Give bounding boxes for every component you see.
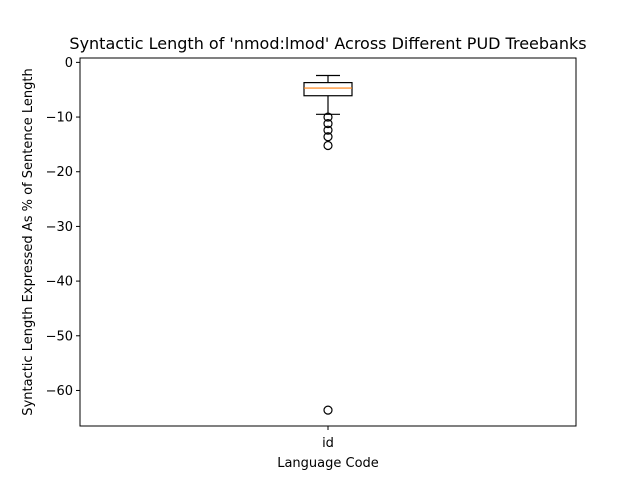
y-axis-ticks: 0 −10 −20 −30 −40 −50 −60 (46, 56, 80, 399)
chart-title: Syntactic Length of 'nmod:lmod' Across D… (69, 34, 586, 53)
outlier-point (323, 125, 333, 135)
box-group-id (303, 74, 353, 415)
plot-frame (79, 57, 577, 427)
outlier-point (323, 132, 333, 142)
outlier-point (323, 119, 333, 129)
outlier-point (323, 112, 333, 122)
y-tick-label: −60 (46, 384, 73, 399)
y-tick-label: −10 (46, 111, 73, 126)
y-tick-label: −50 (46, 329, 73, 344)
x-axis-ticks: id (322, 426, 334, 451)
x-tick-label: id (322, 436, 334, 451)
boxplot-marks (303, 74, 353, 415)
y-tick-label: −20 (46, 165, 73, 180)
y-tick-label: −40 (46, 275, 73, 290)
y-axis-label: Syntactic Length Expressed As % of Sente… (21, 68, 36, 415)
outlier-point (323, 405, 333, 415)
y-tick-label: −30 (46, 220, 73, 235)
y-tick-label: 0 (65, 56, 73, 71)
iqr-box (303, 82, 353, 97)
x-axis-label: Language Code (277, 456, 379, 471)
outlier-point (323, 140, 333, 151)
